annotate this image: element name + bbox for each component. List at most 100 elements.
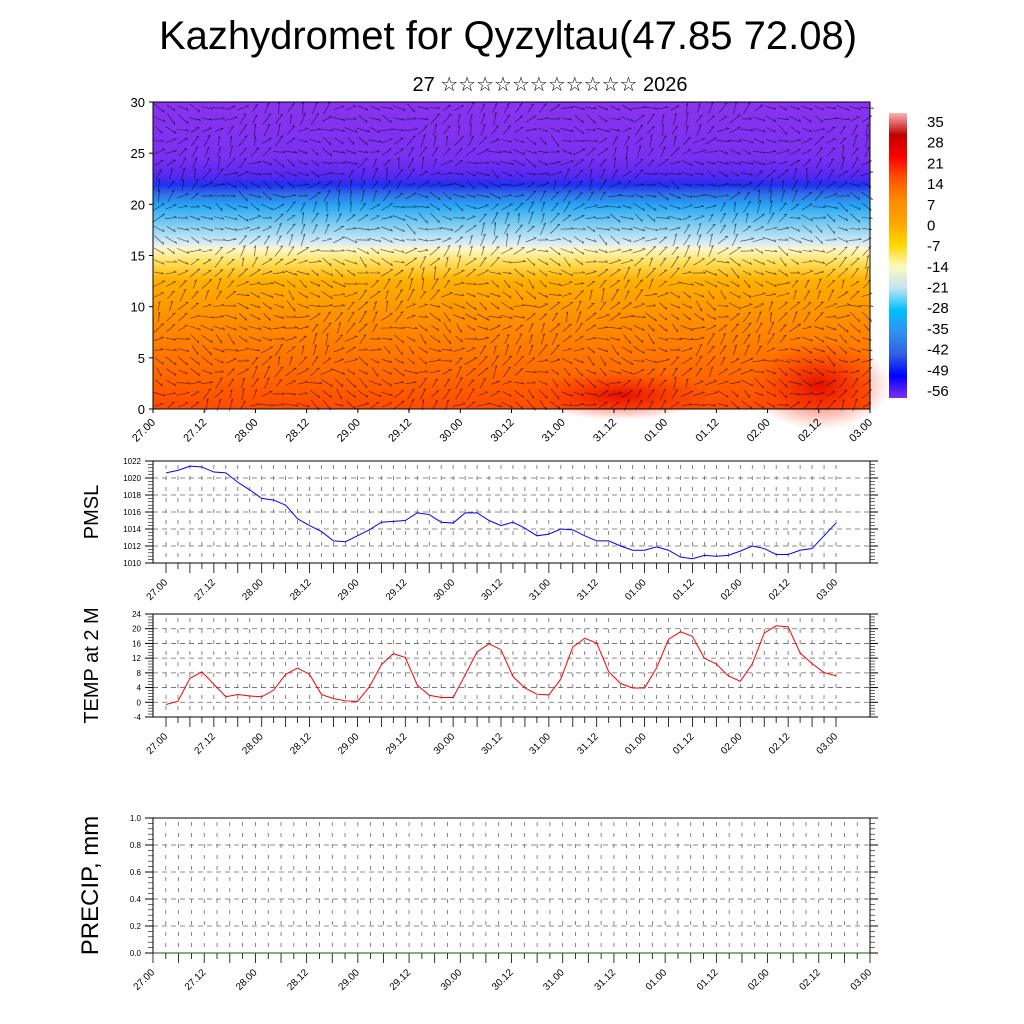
wind-vector: [236, 368, 250, 376]
wind-vector-head: [580, 282, 584, 284]
wind-vector-head: [317, 273, 319, 277]
wind-vector: [430, 325, 440, 331]
wind-vector: [249, 215, 261, 221]
wind-vector: [404, 369, 418, 375]
wind-vector: [393, 367, 405, 377]
wind-vector-head: [425, 117, 429, 120]
wind-vector: [371, 367, 379, 377]
wind-vector: [730, 280, 740, 288]
wind-vector-head: [856, 290, 860, 293]
wind-vector: [165, 204, 177, 210]
wind-vector: [369, 291, 381, 299]
wind-vector-head: [220, 227, 224, 230]
wind-vector: [754, 281, 764, 287]
wind-vector: [158, 189, 160, 203]
wind-vector: [166, 159, 176, 167]
wind-vector: [826, 138, 836, 144]
wind-vector: [418, 125, 428, 135]
wind-vector-head: [726, 284, 730, 287]
wind-vector-head: [773, 292, 777, 295]
wind-vector: [190, 236, 200, 244]
wind-vector: [824, 118, 838, 120]
wind-vector: [428, 359, 442, 363]
wind-vector-head: [511, 306, 514, 310]
wind-vector-head: [566, 168, 570, 171]
wind-vector: [476, 313, 490, 321]
wind-vector-head: [714, 307, 716, 311]
wind-vector: [501, 401, 513, 409]
wind-vector-head: [218, 156, 221, 159]
wind-vector-head: [349, 190, 353, 194]
wind-vector-head: [171, 290, 175, 293]
wind-vector: [406, 183, 416, 187]
wind-vector: [213, 326, 225, 330]
wind-vector: [464, 357, 478, 365]
wind-vector-head: [326, 224, 330, 227]
wind-vector-head: [302, 223, 306, 227]
wind-vector-head: [449, 217, 452, 221]
wind-vector: [587, 356, 595, 366]
wind-vector-head: [162, 229, 165, 233]
wind-vector-head: [795, 179, 799, 182]
wind-vector-head: [734, 335, 738, 337]
wind-vector: [634, 124, 644, 136]
wind-vector: [296, 368, 310, 376]
wind-vector: [467, 180, 475, 190]
wind-vector: [851, 147, 859, 157]
wind-vector-head: [462, 195, 466, 198]
wind-vector: [277, 123, 281, 137]
wind-vector-head: [257, 226, 261, 229]
wind-vector: [407, 147, 415, 157]
wind-vector: [406, 315, 416, 319]
wind-vector-head: [654, 237, 658, 240]
wind-vector: [563, 181, 571, 189]
wind-vector: [657, 181, 669, 189]
wind-vector-head: [606, 314, 610, 316]
wind-vector-head: [543, 222, 546, 226]
wind-vector: [336, 322, 342, 334]
wind-vector: [325, 333, 329, 345]
wind-vector-head: [522, 163, 525, 167]
wind-vector: [309, 138, 321, 144]
wind-vector-head: [580, 169, 584, 172]
wind-vector-head: [774, 119, 777, 123]
wind-vector: [609, 117, 621, 121]
wind-vector-head: [422, 267, 425, 270]
wind-vector: [169, 300, 173, 312]
wind-vector: [458, 125, 460, 135]
wind-vector: [467, 379, 475, 387]
wind-vector-head: [521, 174, 524, 178]
wind-vector-head: [605, 349, 609, 352]
wind-vector: [465, 258, 477, 266]
wind-vector-head: [461, 293, 465, 296]
wind-vector-head: [639, 279, 643, 282]
wind-vector-head: [434, 158, 437, 161]
wind-vector: [514, 355, 524, 367]
wind-vector-head: [302, 202, 306, 205]
wind-vector-head: [762, 385, 764, 389]
wind-vector: [370, 258, 380, 266]
wind-vector-head: [662, 367, 666, 370]
wind-vector: [694, 172, 704, 176]
wind-vector: [443, 148, 451, 156]
wind-vector-head: [806, 279, 810, 282]
wind-vector-head: [871, 106, 874, 109]
wind-vector: [560, 248, 574, 254]
wind-vector: [501, 247, 513, 255]
wind-vector: [190, 391, 200, 397]
wind-vector: [239, 313, 247, 321]
wind-vector-head: [391, 250, 394, 254]
wind-vector-head: [773, 239, 777, 242]
wind-vector-head: [691, 328, 694, 331]
wind-vector-head: [293, 193, 297, 196]
wind-vector: [298, 356, 308, 366]
wind-vector: [190, 356, 200, 366]
wind-vector: [416, 206, 430, 208]
wind-vector: [272, 326, 286, 330]
wind-vector-head: [607, 228, 611, 231]
wind-vector-head: [255, 378, 259, 380]
x-tick-label: 28.12: [285, 967, 311, 993]
wind-vector-head: [231, 280, 235, 282]
wind-vector-head: [270, 295, 274, 298]
wind-vector-head: [185, 216, 189, 219]
